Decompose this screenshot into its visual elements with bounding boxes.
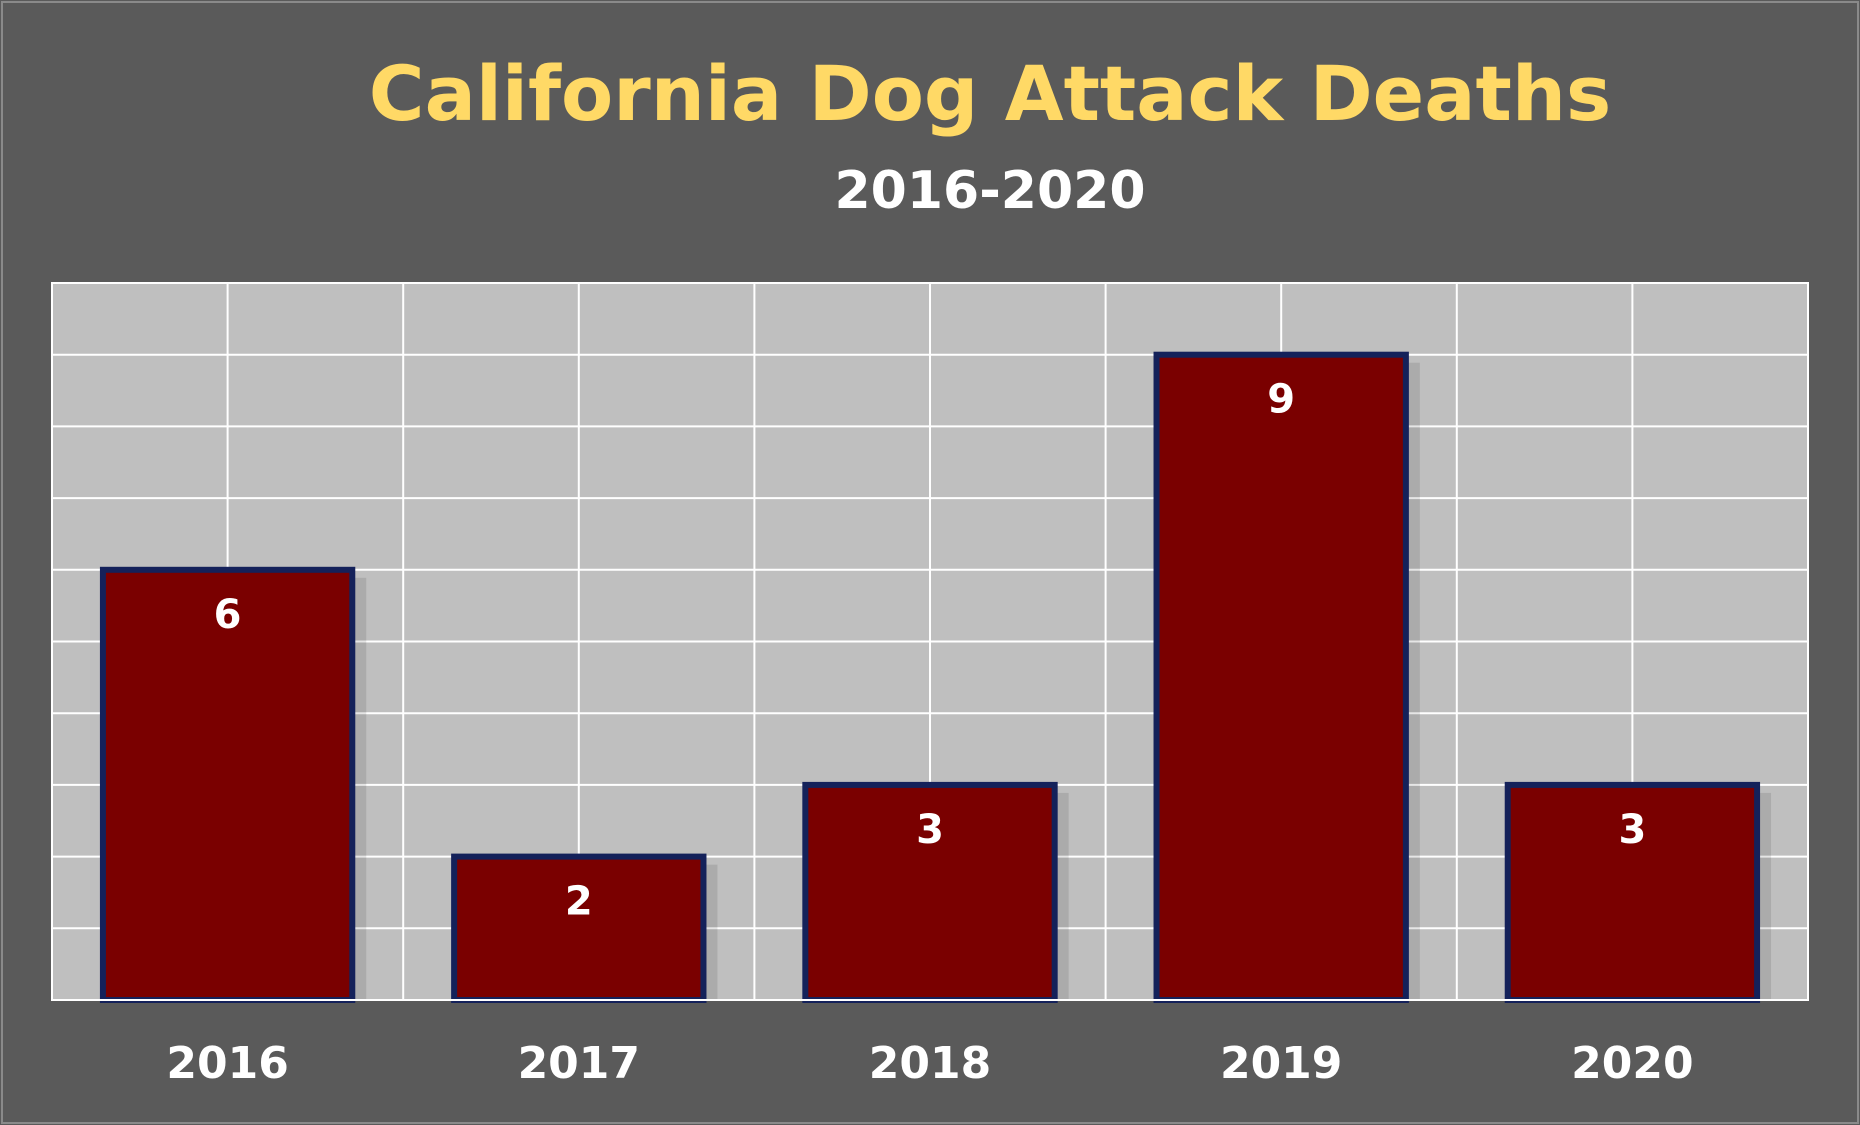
bar-2017 [451,853,707,1003]
chart-subtitle: 2016-2020 [834,161,1145,221]
data-label-2020: 3 [1618,807,1646,853]
data-label-2016: 6 [214,592,242,638]
bar-2020 [1504,781,1761,1004]
bar-2019 [1153,351,1409,1003]
bar-2018 [802,781,1058,1004]
data-label-2019: 9 [1267,377,1295,423]
x-tick-label-2020: 2020 [1571,1038,1693,1089]
x-tick-label-2019: 2019 [1220,1038,1342,1089]
chart-title: California Dog Attack Deaths [369,49,1611,138]
plot-border [51,282,1809,1001]
data-label-2017: 2 [565,879,593,925]
x-tick-label-2018: 2018 [869,1038,991,1089]
x-tick-label-2016: 2016 [166,1038,288,1089]
plot-area: 6 2016 2 2017 3 2018 9 2019 3 2020 [51,282,1809,1089]
data-label-2018: 3 [916,807,944,853]
x-tick-label-2017: 2017 [518,1038,640,1089]
